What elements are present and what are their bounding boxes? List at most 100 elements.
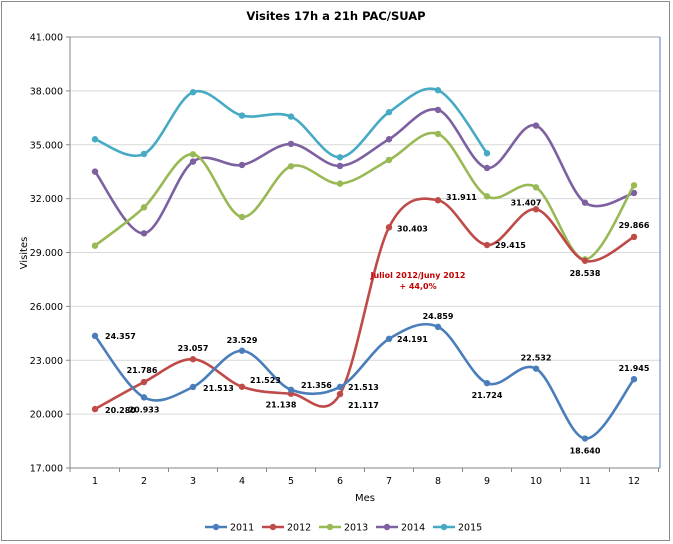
y-tick-label: 38.000: [30, 86, 63, 97]
data-label: 23.529: [227, 336, 258, 345]
data-point-2011: [385, 335, 393, 343]
data-point-2014: [630, 189, 638, 197]
x-tick-label: 2: [141, 476, 147, 487]
data-label: 24.357: [105, 332, 136, 341]
x-tick-label: 8: [435, 476, 441, 487]
data-point-2013: [630, 182, 638, 189]
y-tick-label: 26.000: [30, 302, 63, 313]
data-label: 22.532: [521, 354, 552, 363]
data-labels: 24.357 20.933 21.513 23.529 21.356 21.513 24.1…: [105, 193, 650, 455]
data-point-2014: [434, 106, 442, 114]
data-label: 28.538: [570, 269, 601, 278]
data-point-2011: [581, 435, 589, 442]
gridlines: [70, 36, 660, 415]
y-axis-label: Visites: [19, 237, 30, 270]
data-point-2013: [385, 156, 393, 164]
data-point-2011: [630, 375, 638, 383]
data-point-2013: [336, 180, 344, 187]
data-point-2013: [532, 184, 540, 191]
y-tick-label: 29.000: [30, 248, 63, 259]
data-point-2011: [238, 347, 246, 354]
data-label: 21.724: [472, 391, 503, 400]
legend-marker-2014: [383, 523, 391, 531]
data-point-2014: [238, 161, 246, 169]
data-point-2013: [238, 213, 246, 221]
legend: 2011 2012 2013 2014 2015: [205, 523, 482, 534]
data-label: 20.280: [105, 406, 136, 415]
data-point-2012: [189, 356, 197, 363]
data-point-2011: [336, 383, 344, 391]
axes: 17.000 20.000 23.000 26.000 29.000 32.000 35.0…: [30, 33, 661, 487]
data-label: 21.786: [127, 366, 158, 375]
data-point-2015: [238, 112, 246, 119]
data-point-2014: [532, 122, 540, 129]
data-point-2015: [434, 87, 442, 94]
data-label: 21.356: [301, 381, 332, 390]
legend-label: 2015: [458, 523, 482, 534]
data-point-2012: [483, 241, 491, 249]
data-label: 21.523: [250, 376, 281, 385]
series-line-2014: [93, 108, 635, 235]
data-label: 23.057: [178, 344, 209, 353]
data-point-2011: [287, 386, 295, 393]
data-label: 31.911: [446, 193, 477, 202]
series-line-2013: [94, 131, 636, 261]
data-point-2014: [581, 199, 589, 206]
data-label: 24.191: [397, 335, 428, 344]
y-tick-label: 41.000: [30, 33, 63, 44]
data-point-2015: [483, 150, 491, 157]
y-tick-label: 17.000: [30, 464, 63, 475]
data-point-2014: [287, 140, 295, 148]
data-point-2013: [483, 193, 491, 200]
x-tick-label: 1: [92, 476, 98, 487]
data-label: 21.117: [348, 401, 379, 410]
series-line-2011: [93, 322, 636, 440]
data-label: 31.407: [511, 198, 542, 207]
data-point-2013: [189, 151, 197, 158]
x-tick-label: 7: [386, 476, 392, 487]
data-point-2012: [630, 233, 638, 241]
data-point-2011: [189, 383, 197, 391]
x-tick-label: 9: [484, 476, 490, 487]
x-tick-label: 4: [239, 476, 245, 487]
y-tick-label: 20.000: [30, 410, 63, 421]
data-point-2015: [385, 109, 393, 116]
legend-label: 2012: [287, 523, 311, 534]
data-point-2014: [385, 136, 393, 143]
data-point-2014: [483, 164, 491, 172]
y-tick-label: 32.000: [30, 194, 63, 205]
data-point-2012: [532, 206, 540, 213]
data-point-2013: [287, 163, 295, 170]
data-point-2011: [434, 323, 442, 331]
data-label: 30.403: [397, 224, 428, 233]
data-label: 29.866: [619, 221, 650, 230]
data-point-2014: [140, 230, 148, 237]
data-point-2011: [483, 379, 491, 387]
annotation-text: Juliol 2012/Juny 2012: [370, 271, 466, 280]
data-point-2012: [336, 390, 344, 398]
data-label: 20.933: [129, 405, 160, 414]
x-tick-label: 5: [288, 476, 294, 487]
legend-label: 2014: [401, 523, 425, 534]
data-point-2011: [140, 394, 148, 401]
data-point-2012: [434, 197, 442, 204]
data-point-2015: [91, 136, 99, 143]
data-point-2013: [434, 130, 442, 138]
data-point-2012: [581, 257, 589, 264]
x-tick-label: 12: [628, 476, 640, 487]
data-label: 21.513: [348, 383, 379, 392]
annotation-text: + 44,0%: [399, 282, 436, 291]
annotations: Juliol 2012/Juny 2012 + 44,0%: [370, 271, 466, 291]
legend-marker-2012: [269, 523, 277, 531]
x-tick-label: 6: [337, 476, 343, 487]
series-layer: [91, 87, 638, 442]
data-point-2012: [385, 224, 393, 231]
data-point-2012: [238, 383, 246, 390]
data-point-2012: [91, 405, 99, 413]
legend-label: 2013: [344, 523, 368, 534]
data-point-2011: [532, 365, 540, 372]
data-point-2013: [140, 204, 148, 211]
data-point-2014: [336, 162, 344, 170]
